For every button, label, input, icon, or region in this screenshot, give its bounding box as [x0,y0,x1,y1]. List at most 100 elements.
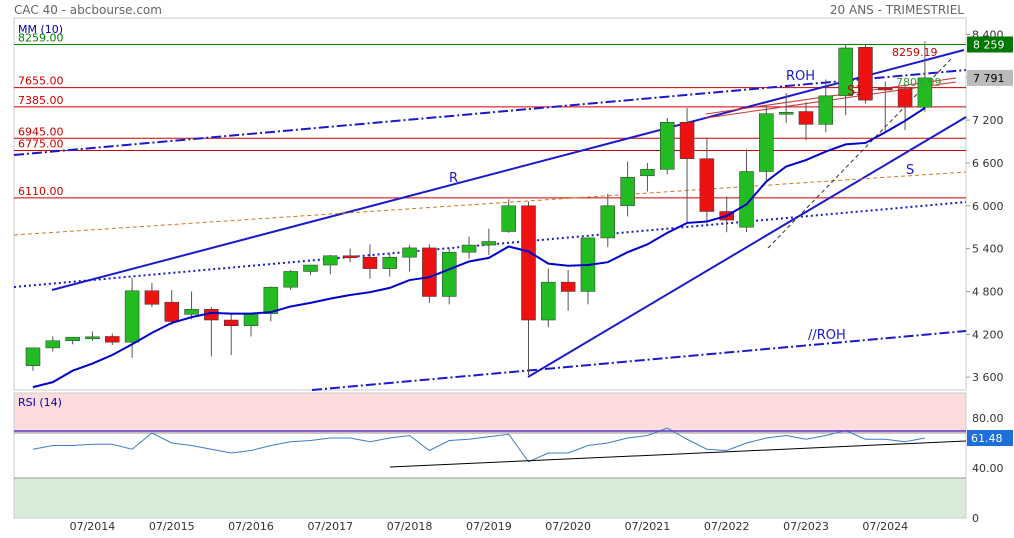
moving-average [32,107,926,389]
x-tick-label: 07/2020 [545,520,591,533]
candle-body [521,205,536,321]
price-badges: 8 259 7 791 [967,36,1013,86]
last-price-badge: 7 791 [973,72,1005,85]
x-tick-label: 07/2023 [783,520,829,533]
candle-body [323,255,338,266]
rsi-overbought-zone [14,393,966,433]
candle-body [858,47,873,101]
rsi-oversold-zone [14,478,966,518]
candle-body [739,171,754,228]
resistance-badge: 8 259 [973,38,1005,51]
level-label: 8259.00 [18,31,64,44]
level-label: 7385.00 [18,94,64,107]
candle-body [481,241,497,246]
candle-body [679,121,695,159]
candle-body [223,319,239,326]
high-value-label: 8259.19 [892,46,938,59]
level-label: 6110.00 [18,185,64,198]
rsi-last-badge: 61.48 [971,432,1003,445]
rsi-tick-label: 40.00 [972,462,1004,475]
rsi-line [14,427,967,468]
candle-body [917,77,933,108]
candle-body [45,340,61,349]
candle-body [441,251,457,297]
annotations: 8259.19 7806.09 ROH R S S1 //ROH [449,46,942,343]
x-tick-label: 07/2024 [862,520,908,533]
resistance-r-trendline [51,49,965,291]
orange-dashed-trendline [13,171,967,236]
r-label: R [449,171,458,186]
level-label: 6775.00 [18,137,64,150]
candle-body [25,347,41,366]
candle-body [897,88,913,108]
candle-body [164,301,179,322]
y-tick-label: 6 000 [972,200,1004,213]
y-tick-label: 6 600 [972,157,1004,170]
parallel-roh-label: //ROH [808,328,846,343]
candle-body [105,336,120,343]
x-tick-label: 07/2017 [307,520,353,533]
candle-body [640,169,655,177]
candle-body [263,286,279,314]
candle-body [600,205,616,239]
candle-body [184,309,199,315]
parallel-roh-trendline [311,330,967,391]
candle-body [382,256,398,269]
x-tick-label: 07/2018 [387,520,433,533]
candle-body [759,113,774,172]
y-tick-label: 7 200 [972,114,1004,127]
x-tick-label: 07/2022 [704,520,750,533]
candle-body [798,111,814,125]
candle-body [422,247,437,297]
x-tick-label: 07/2021 [625,520,671,533]
rsi-panel: RSI (14) 80.00 40.00 0 61.48 [13,392,1013,525]
candle-body [541,281,556,321]
rsi-last-badge-bg [967,430,1013,446]
x-tick-label: 07/2019 [466,520,512,533]
support-s-trendline [527,116,967,378]
candle-body [461,244,477,253]
candle-body [65,336,80,341]
candle-body [838,47,853,97]
y-tick-label: 4 200 [972,328,1004,341]
last-price-badge-bg [967,69,1013,86]
x-tick-label: 07/2014 [70,520,116,533]
dotted-support-trendline [13,201,967,288]
rsi-y-axis: 80.00 40.00 0 61.48 [967,412,1013,525]
candle-body [659,121,675,170]
y-tick-label: 4 800 [972,285,1004,298]
roh-label: ROH [786,69,815,84]
candle-body [342,255,358,259]
rsi-indicator-label: RSI (14) [18,396,62,409]
rsi-tick-label: 0 [972,512,979,525]
close-value-label: 7806.09 [896,76,942,89]
rsi-panel-frame [13,392,967,519]
candle-body [501,205,516,232]
candle-body [699,158,715,212]
chart-period: 20 ANS - TRIMESTRIEL [830,3,964,17]
trend-lines [13,49,967,391]
candle-body [243,313,259,326]
y-tick-label: 5 400 [972,243,1004,256]
chart-title: CAC 40 - abcbourse.com [14,3,162,17]
s-label: S [906,163,914,178]
candle-body [144,290,160,305]
candle-body [818,95,834,125]
s1-label: S1 [847,84,864,99]
candle-body [283,271,298,288]
x-tick-label: 07/2015 [149,520,195,533]
level-label: 7655.00 [18,75,64,88]
level-label: 6945.00 [18,125,64,138]
ma-indicator-label: MM (10) [18,23,63,36]
candle-body [560,281,576,292]
y-tick-label: 3 600 [972,371,1004,384]
ma-line [32,107,926,389]
candle-body [402,247,417,258]
x-axis: 07/2014 07/2015 07/2016 07/2017 07/2018 07/20… [70,520,909,533]
rsi-trendline [389,440,967,468]
rsi-polyline [32,427,925,463]
candle-body [878,87,893,91]
